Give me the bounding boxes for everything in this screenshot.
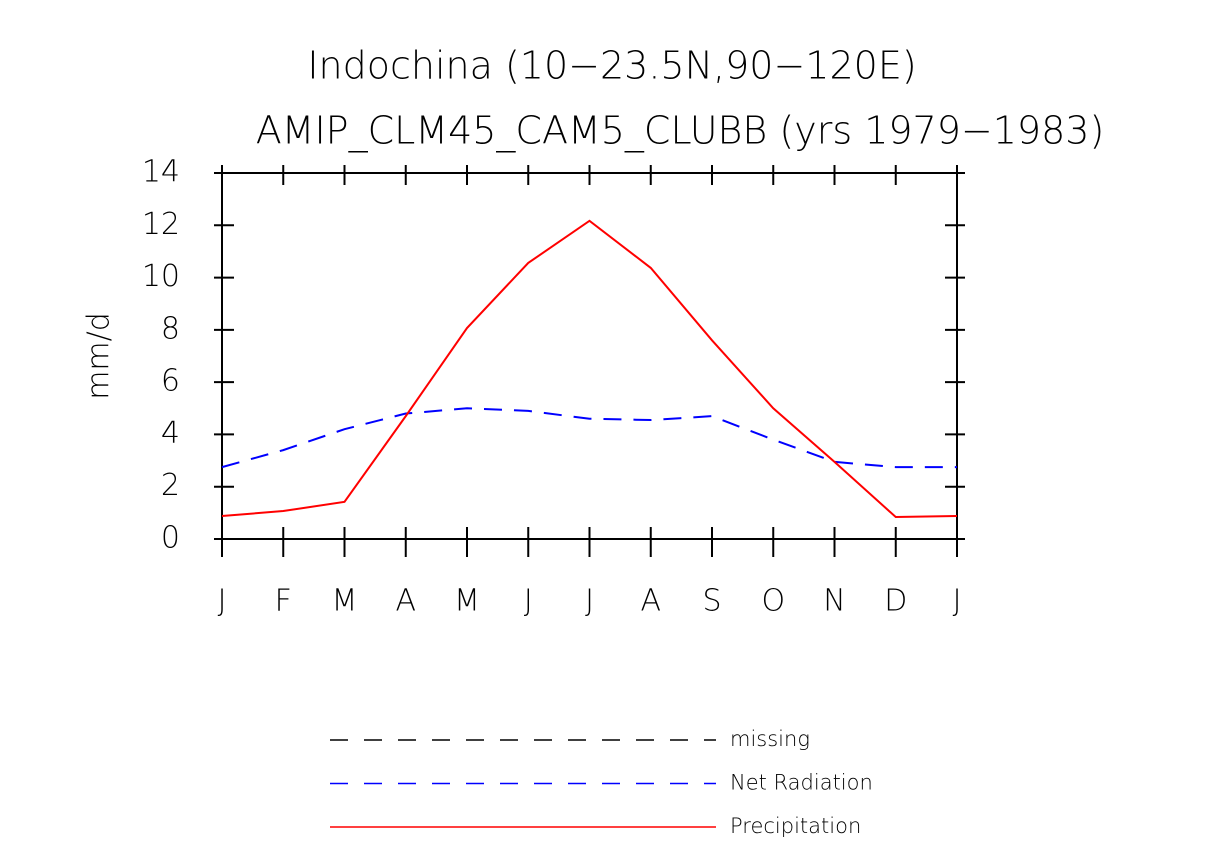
x-tick-label: S (702, 584, 721, 619)
y-tick-label: 2 (161, 468, 180, 503)
chart-subtitle: AMIP_CLM45_CAM5_CLUBB (yrs 1979−1983) (256, 109, 1105, 154)
legend-label: Net Radiation (730, 771, 873, 795)
x-tick-label: A (395, 584, 416, 619)
x-tick-label: N (823, 584, 845, 619)
y-tick-label: 14 (142, 155, 180, 190)
y-axis-label: mm/d (82, 312, 117, 400)
series-line (221, 407, 957, 469)
y-tick-label: 12 (142, 207, 180, 242)
x-tick-label: J (585, 584, 594, 619)
x-tick-label: O (761, 584, 785, 619)
y-tick-label: 0 (161, 521, 180, 556)
y-tick-label: 6 (161, 364, 180, 399)
x-tick-label: J (524, 584, 533, 619)
chart-title: Indochina (10−23.5N,90−120E) (307, 44, 916, 88)
legend-label: Precipitation (730, 814, 861, 838)
x-tick-label: F (275, 584, 292, 619)
x-tick-label: J (953, 584, 962, 619)
y-tick-label: 8 (161, 311, 180, 346)
x-tick-label: D (884, 584, 907, 619)
x-tick-label: M (332, 584, 358, 619)
series-line (221, 219, 958, 519)
y-tick-label: 4 (161, 416, 180, 451)
legend-label: missing (730, 727, 810, 751)
plot-frame (221, 172, 958, 540)
y-tick-label: 10 (142, 259, 180, 294)
x-tick-label: J (218, 584, 227, 619)
x-tick-label: A (640, 584, 661, 619)
x-tick-label: M (454, 584, 480, 619)
